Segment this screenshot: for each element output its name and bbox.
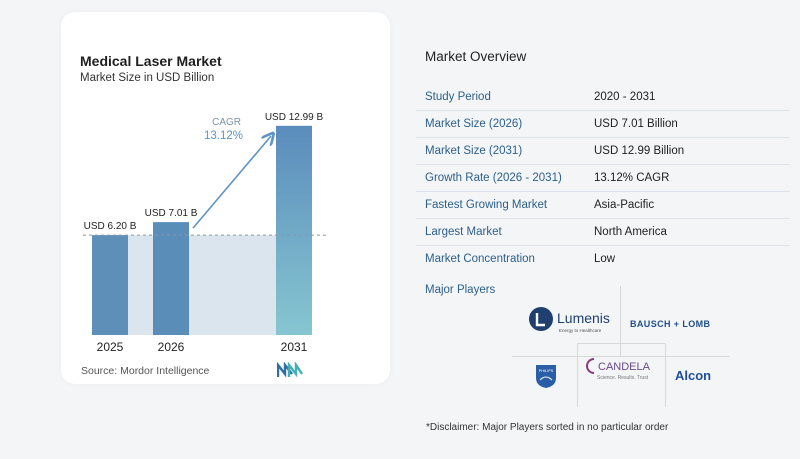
row-label-fastest-growing: Fastest Growing Market <box>425 199 548 211</box>
lumenis-wordmark: Lumenis <box>557 310 610 326</box>
candela-logo: CANDELA Science. Results. Trust <box>586 358 651 381</box>
chart-title: Medical Laser Market <box>80 53 222 69</box>
bar-chart: USD 6.20 B 2025 USD 7.01 B 2026 USD 12.99 B 2… <box>83 112 329 354</box>
lumenis-tagline: Energy to Healthcare <box>559 328 602 333</box>
overview-row: Fastest Growing Market Asia-Pacific <box>416 192 790 219</box>
philips-wordmark: PHILIPS <box>539 369 554 373</box>
overview-row: Market Concentration Low <box>416 246 790 273</box>
row-value-study-period: 2020 - 2031 <box>594 91 656 103</box>
category-label-2026: 2026 <box>158 340 185 354</box>
row-value-market-size-2031: USD 12.99 Billion <box>594 145 685 157</box>
divider <box>665 343 666 407</box>
major-players-title: Major Players <box>425 284 496 296</box>
bar-2025 <box>92 235 128 335</box>
alcon-wordmark: Alcon <box>675 368 711 383</box>
disclaimer-text: *Disclaimer: Major Players sorted in no … <box>426 422 669 433</box>
alcon-logo: Alcon <box>675 368 711 383</box>
overview-row: Study Period 2020 - 2031 <box>416 84 790 111</box>
divider <box>577 343 665 344</box>
candela-wordmark: CANDELA <box>598 361 651 373</box>
overview-table: Study Period 2020 - 2031 Market Size (20… <box>416 84 790 273</box>
bausch-wordmark: BAUSCH + LOMB <box>630 319 711 329</box>
cagr-label: CAGR <box>212 117 241 128</box>
category-label-2031: 2031 <box>281 340 308 354</box>
mordor-logo-icon <box>277 362 303 378</box>
divider <box>620 286 621 356</box>
divider <box>577 343 578 407</box>
data-label-2031: USD 12.99 B <box>265 112 324 123</box>
overview-row: Largest Market North America <box>416 219 790 246</box>
data-label-2025: USD 6.20 B <box>84 221 137 232</box>
overview-row: Growth Rate (2026 - 2031) 13.12% CAGR <box>416 165 790 192</box>
overview-row: Market Size (2026) USD 7.01 Billion <box>416 111 790 138</box>
cagr-arrow <box>192 136 271 229</box>
row-value-largest-market: North America <box>594 226 667 238</box>
row-value-fastest-growing: Asia-Pacific <box>594 199 655 211</box>
philips-logo: PHILIPS <box>536 365 556 388</box>
market-overview-panel: Market Overview Study Period 2020 - 2031… <box>400 0 800 459</box>
bar-2031 <box>276 125 312 336</box>
philips-shield-icon <box>536 365 556 388</box>
overview-row: Market Size (2031) USD 12.99 Billion <box>416 138 790 165</box>
bar-2026 <box>153 222 189 335</box>
row-label-market-size-2026: Market Size (2026) <box>425 118 523 130</box>
overview-title: Market Overview <box>425 49 527 64</box>
row-label-growth-rate: Growth Rate (2026 - 2031) <box>425 172 562 184</box>
candela-mark-icon <box>586 358 595 374</box>
source-text: Source: Mordor Intelligence <box>81 365 210 377</box>
row-label-study-period: Study Period <box>425 91 491 103</box>
lumenis-circle-icon <box>529 307 553 331</box>
data-label-2026: USD 7.01 B <box>145 208 198 219</box>
divider <box>512 356 730 357</box>
chart-card: Medical Laser Market Market Size in USD … <box>61 12 390 384</box>
cagr-value: 13.12% <box>204 130 243 142</box>
row-label-market-size-2031: Market Size (2031) <box>425 145 523 157</box>
row-value-growth-rate: 13.12% CAGR <box>594 172 670 184</box>
row-value-market-size-2026: USD 7.01 Billion <box>594 118 678 130</box>
category-label-2025: 2025 <box>97 340 124 354</box>
lumenis-logo: Lumenis Energy to Healthcare <box>529 307 610 333</box>
candela-tagline: Science. Results. Trust <box>597 375 649 381</box>
bausch-lomb-logo: BAUSCH + LOMB <box>630 319 711 329</box>
chart-subtitle: Market Size in USD Billion <box>80 72 215 84</box>
row-label-largest-market: Largest Market <box>425 226 502 238</box>
row-value-concentration: Low <box>594 253 616 265</box>
row-label-concentration: Market Concentration <box>425 253 535 265</box>
